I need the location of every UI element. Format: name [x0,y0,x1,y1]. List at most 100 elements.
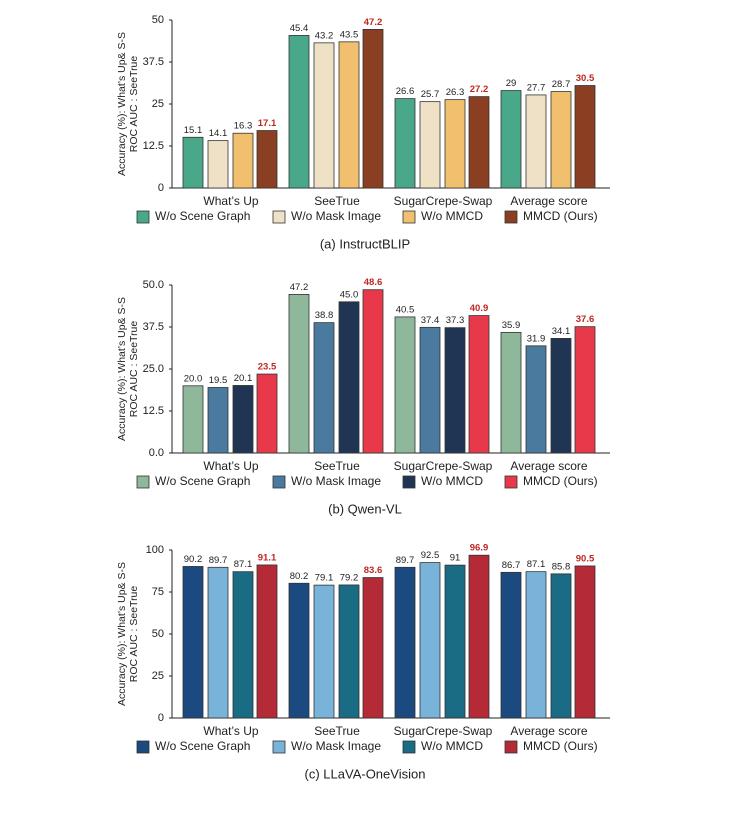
bar [232,132,254,189]
bar [338,584,360,719]
value-label: 17.1 [258,118,277,129]
bar [574,565,596,719]
bar [468,554,490,719]
legend-label: W/o Scene Graph [155,474,250,488]
bar [338,41,360,189]
value-label: 19.5 [209,375,228,386]
legend-swatch [272,740,286,754]
bar [525,94,547,189]
legend-swatch [136,740,150,754]
legend-swatch [272,210,286,224]
bar [550,573,572,719]
bar [525,345,547,454]
bar [394,98,416,189]
value-label: 23.5 [258,362,277,373]
value-label: 35.9 [502,320,521,331]
y-tick-label: 12.5 [143,405,164,417]
bar [525,571,547,719]
bar [288,294,310,454]
bar [256,564,278,719]
value-label: 40.9 [470,303,489,314]
y-axis-label: ROC AUC : SeeTrue [128,321,140,418]
bar [574,326,596,454]
bar [313,584,335,719]
legend-label: MMCD (Ours) [523,209,598,223]
bar [313,322,335,454]
bar [500,90,522,189]
value-label: 26.6 [396,86,415,97]
legend-label: W/o Mask Image [291,209,381,223]
value-label: 90.2 [184,554,203,565]
legend-swatch [504,740,518,754]
value-label: 47.2 [364,17,383,28]
x-tick-label: What’s Up [203,724,258,738]
bar [182,566,204,719]
bar [256,130,278,189]
y-axis-label: Accuracy (%): What’s Up& S-S [116,32,128,176]
y-tick-label: 25 [152,98,164,110]
x-tick-label: SugarCrepe-Swap [394,194,493,208]
y-tick-label: 37.5 [143,56,164,68]
bar [500,331,522,454]
x-tick-label: Average score [510,724,587,738]
value-label: 38.8 [315,310,334,321]
value-label: 29 [506,78,517,89]
legend-swatch [402,475,416,489]
y-tick-label: 12.5 [143,140,164,152]
x-tick-label: What’s Up [203,194,258,208]
y-axis-label: ROC AUC : SeeTrue [128,586,140,683]
value-label: 43.2 [315,30,334,41]
value-label: 83.6 [364,565,383,576]
value-label: 45.4 [290,23,309,34]
value-label: 89.7 [209,555,228,566]
value-label: 25.7 [421,89,440,100]
bar [550,338,572,454]
y-axis-label: ROC AUC : SeeTrue [128,56,140,153]
value-label: 87.1 [527,559,546,570]
value-label: 96.9 [470,543,489,554]
value-label: 92.5 [421,550,440,561]
legend-swatch [136,475,150,489]
value-label: 27.2 [470,84,489,95]
y-tick-label: 75 [152,586,164,598]
y-tick-label: 25 [152,670,164,682]
bar [394,566,416,719]
legend-label: W/o MMCD [421,474,483,488]
y-tick-label: 50 [152,628,164,640]
x-tick-label: SugarCrepe-Swap [394,724,493,738]
bar [362,577,384,719]
value-label: 87.1 [234,559,253,570]
y-axis-label: Accuracy (%): What’s Up& S-S [116,562,128,706]
y-tick-label: 25.0 [143,363,164,375]
bar [444,564,466,719]
bar [256,373,278,454]
x-tick-label: What’s Up [203,459,258,473]
value-label: 89.7 [396,555,415,566]
legend-label: W/o Scene Graph [155,739,250,753]
bar [207,140,229,189]
y-tick-label: 37.5 [143,321,164,333]
bar [419,326,441,454]
value-label: 28.7 [552,79,571,90]
bar [362,29,384,189]
legend-swatch [402,210,416,224]
bar [550,91,572,189]
bar [394,316,416,454]
value-label: 30.5 [576,73,595,84]
bar [444,99,466,189]
legend-swatch [504,210,518,224]
value-label: 80.2 [290,571,309,582]
bar [182,136,204,189]
value-label: 16.3 [234,121,253,132]
legend-label: W/o MMCD [421,739,483,753]
bar [232,385,254,454]
bar [288,582,310,719]
value-label: 37.4 [421,315,440,326]
value-label: 45.0 [340,289,359,300]
chart-title: (b) Qwen-VL [328,501,402,516]
x-tick-label: SeeTrue [314,459,360,473]
value-label: 14.1 [209,128,228,139]
x-tick-label: Average score [510,459,587,473]
x-tick-label: SeeTrue [314,724,360,738]
